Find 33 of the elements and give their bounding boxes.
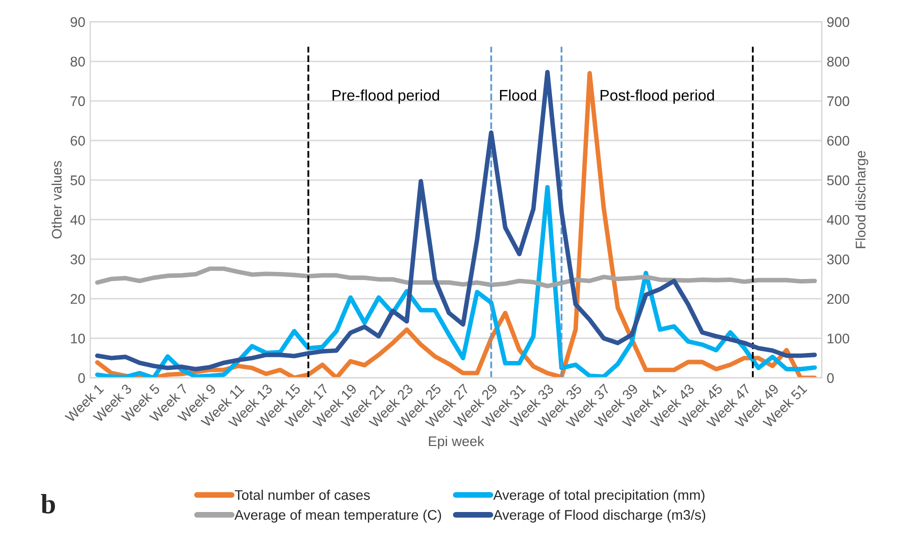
annotation: Flood [500,89,536,101]
legend-label: Average of Flood discharge (m3/s) [493,510,706,523]
text: b [40,494,55,514]
legend-label: Average of total precipitation (mm) [493,490,704,503]
y2-tick-label: 500 [827,175,850,186]
y2-tick-label: 0 [827,373,834,383]
line-series [95,184,817,378]
y2-tick-label: 400 [826,214,850,225]
annotation: Pre-flood period [332,89,440,104]
y-tick-label: 70 [70,96,85,106]
y-tick-label: 40 [70,214,85,225]
y-tick-label: 60 [70,136,85,146]
y2-tick-label: 900 [827,17,850,28]
y2-tick-label: 200 [827,294,850,304]
y-tick-label: 0 [78,373,85,383]
y-axis-title: Other values [51,160,62,239]
y2-tick-label: 600 [827,136,850,146]
legend-label: Total number of cases [234,490,370,500]
y-tick-label: 50 [70,175,85,186]
y-tick-label: 10 [71,334,85,344]
y2-tick-label: 100 [828,334,850,344]
annotation: Post-flood period [600,89,714,104]
legend-label: Average of mean temperature (C) [234,510,442,523]
y-tick-label: 20 [70,294,85,304]
y2-axis-title: Flood discharge [855,151,868,248]
y-tick-label: 80 [70,56,85,67]
x-axis-title: Epi week [428,436,484,449]
y2-tick-label: 700 [827,96,850,106]
y2-tick-label: 300 [827,254,850,264]
line-series [95,266,817,288]
y-tick-label: 90 [70,17,85,28]
y-tick-label: 30 [70,254,85,264]
y2-tick-label: 800 [827,56,850,67]
